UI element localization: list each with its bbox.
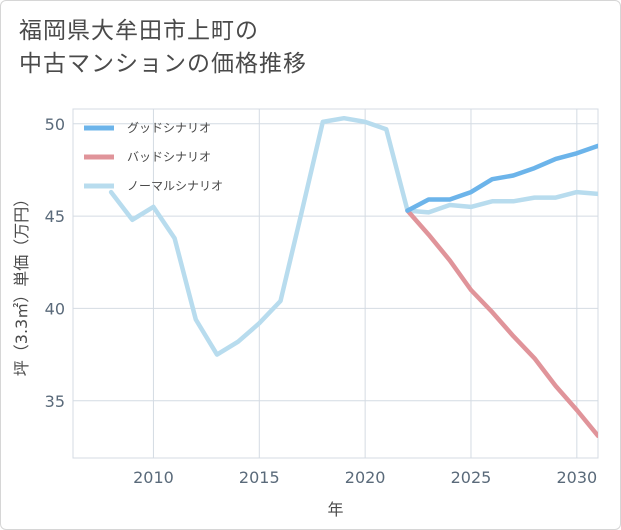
x-tick-label: 2025	[451, 468, 492, 487]
x-tick-label: 2010	[133, 468, 174, 487]
chart-title: 福岡県大牟田市上町の 中古マンションの価格推移	[19, 15, 579, 81]
axis-ticks: 35 40 45 50 2010 2015 2020 2025 2030	[45, 115, 598, 487]
legend-label-0: グッドシナリオ	[127, 121, 211, 135]
series-line-0	[405, 143, 598, 213]
series-line-1	[405, 208, 598, 439]
x-tick-label: 2015	[239, 468, 280, 487]
y-tick-label: 45	[45, 207, 65, 226]
series-lines	[108, 115, 598, 439]
plot-frame	[72, 108, 599, 459]
x-tick-label: 2020	[345, 468, 386, 487]
series-line-2	[108, 115, 598, 357]
y-tick-label: 35	[45, 392, 65, 411]
chart-title-line1: 福岡県大牟田市上町の	[19, 18, 259, 44]
legend-label-1: バッドシナリオ	[127, 150, 211, 164]
x-axis-title: 年	[327, 500, 343, 519]
x-tick-label: 2030	[556, 468, 597, 487]
y-tick-label: 50	[45, 115, 65, 134]
grid	[72, 108, 599, 459]
series-group	[108, 115, 598, 439]
y-axis-title: 坪（3.3㎡）単価（万円）	[12, 191, 31, 376]
chart-title-line2: 中古マンションの価格推移	[19, 51, 307, 77]
y-tick-label: 40	[45, 299, 65, 318]
legend-label-2: ノーマルシナリオ	[127, 179, 223, 193]
